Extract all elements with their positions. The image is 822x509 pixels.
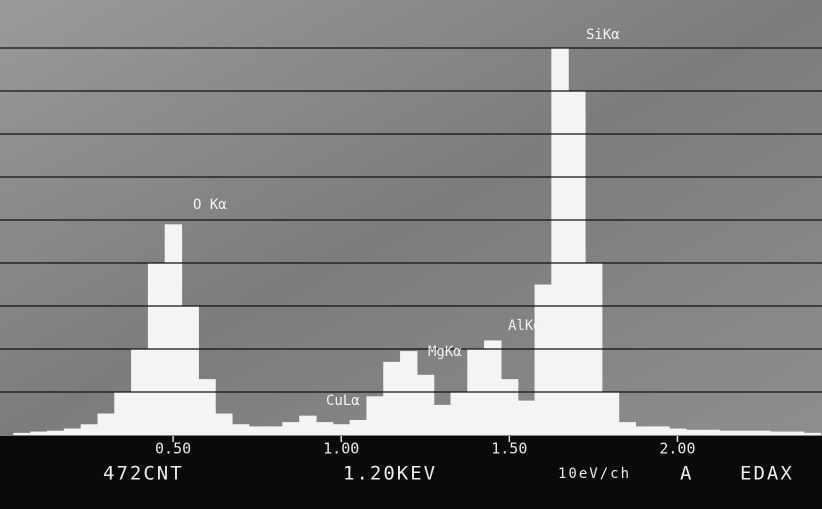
channel-bar: [13, 432, 31, 435]
status-bar: [0, 436, 822, 509]
channel-bar: [80, 424, 99, 435]
peak-label: O Kα: [193, 197, 227, 213]
channel-bar: [282, 422, 300, 435]
channel-bar: [366, 396, 384, 435]
channel-bar: [551, 48, 569, 435]
peak-label: CuLα: [326, 393, 360, 409]
channel-bar: [753, 430, 771, 435]
channel-bar: [47, 430, 65, 435]
channel-bar: [803, 432, 821, 435]
channel-bar: [618, 422, 637, 435]
channel-bar: [484, 340, 502, 435]
channel-bar: [265, 426, 283, 435]
channel-bar: [164, 224, 183, 435]
channel-bar: [248, 426, 267, 435]
channel-bar: [669, 428, 687, 435]
channel-bar: [30, 431, 48, 435]
x-tick-label: 2.00: [659, 440, 695, 458]
peak-label: AlKα: [508, 318, 542, 334]
channel-bar: [332, 424, 351, 435]
channel-bar: [635, 426, 653, 435]
channel-bar: [400, 351, 418, 435]
channel-bar: [769, 431, 788, 435]
channel-bar: [450, 392, 468, 435]
channel-bar: [97, 413, 115, 435]
channel-bar: [198, 379, 216, 435]
channel-bar: [349, 419, 368, 435]
channel-bar: [63, 428, 82, 435]
x-tick-label: 0.50: [155, 440, 191, 458]
channel-bar: [299, 415, 317, 435]
channel-bar: [181, 306, 199, 435]
channel-bar: [719, 430, 737, 435]
channel-bar: [433, 404, 452, 435]
status-text: A: [680, 463, 693, 485]
status-text: 1.20KEV: [343, 463, 437, 485]
channel-bar: [652, 426, 670, 435]
channel-bar: [534, 284, 552, 435]
channel-bar: [702, 429, 721, 435]
peak-label: SiKα: [586, 27, 620, 43]
channel-bar: [601, 392, 620, 435]
channel-bar: [231, 424, 250, 435]
channel-bar: [736, 430, 754, 435]
channel-bar: [114, 392, 132, 435]
status-text: EDAX: [740, 463, 794, 485]
channel-bar: [416, 374, 435, 435]
channel-bar: [215, 413, 233, 435]
channel-bar: [315, 422, 334, 435]
channel-bar: [383, 361, 401, 435]
channel-bar: [685, 429, 704, 435]
channel-bar: [786, 431, 805, 435]
peak-label: MgKα: [428, 344, 462, 360]
channel-bar: [500, 379, 519, 435]
x-tick-label: 1.50: [491, 440, 527, 458]
status-text: 472CNT: [103, 463, 184, 485]
channel-bar: [517, 400, 536, 435]
status-text: 10eV/ch: [558, 466, 631, 482]
x-tick-label: 1.00: [323, 440, 359, 458]
